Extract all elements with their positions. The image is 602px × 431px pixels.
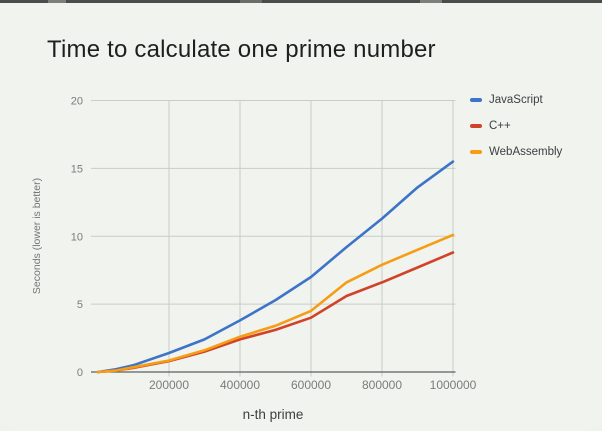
x-tick-label-400000: 400000 [220,378,260,392]
x-tick-label-200000: 200000 [149,378,189,392]
x-axis-title: n-th prime [242,407,304,422]
y-tick-label-15: 15 [71,163,83,175]
chart-legend: JavaScript C++ WebAssembly [470,93,562,171]
top-dark-bar [0,0,602,3]
legend-label-webassembly: WebAssembly [489,146,563,158]
series-line-c [96,251,455,374]
y-axis-title: Seconds (lower is better) [31,177,43,295]
legend-label-cpp: C++ [489,120,511,132]
legend-swatch-javascript [470,97,482,103]
legend-swatch-cpp [470,123,482,129]
legend-swatch-webassembly [470,149,482,155]
x-tick-label-600000: 600000 [291,378,331,392]
y-tick-label-5: 5 [77,299,83,311]
series-line-webassembly [96,233,455,374]
page-title: Time to calculate one prime number [47,36,436,63]
x-tick-label-1000000: 1000000 [430,378,477,392]
legend-item-cpp: C++ [470,119,562,133]
legend-label-javascript: JavaScript [489,94,543,106]
legend-item-javascript: JavaScript [470,93,562,107]
legend-item-webassembly: WebAssembly [470,145,562,159]
x-tick-label-800000: 800000 [362,378,402,392]
y-tick-label-20: 20 [71,96,83,108]
y-tick-label-0: 0 [77,367,83,379]
y-tick-label-10: 10 [71,231,83,243]
series-line-javascript [96,160,455,374]
